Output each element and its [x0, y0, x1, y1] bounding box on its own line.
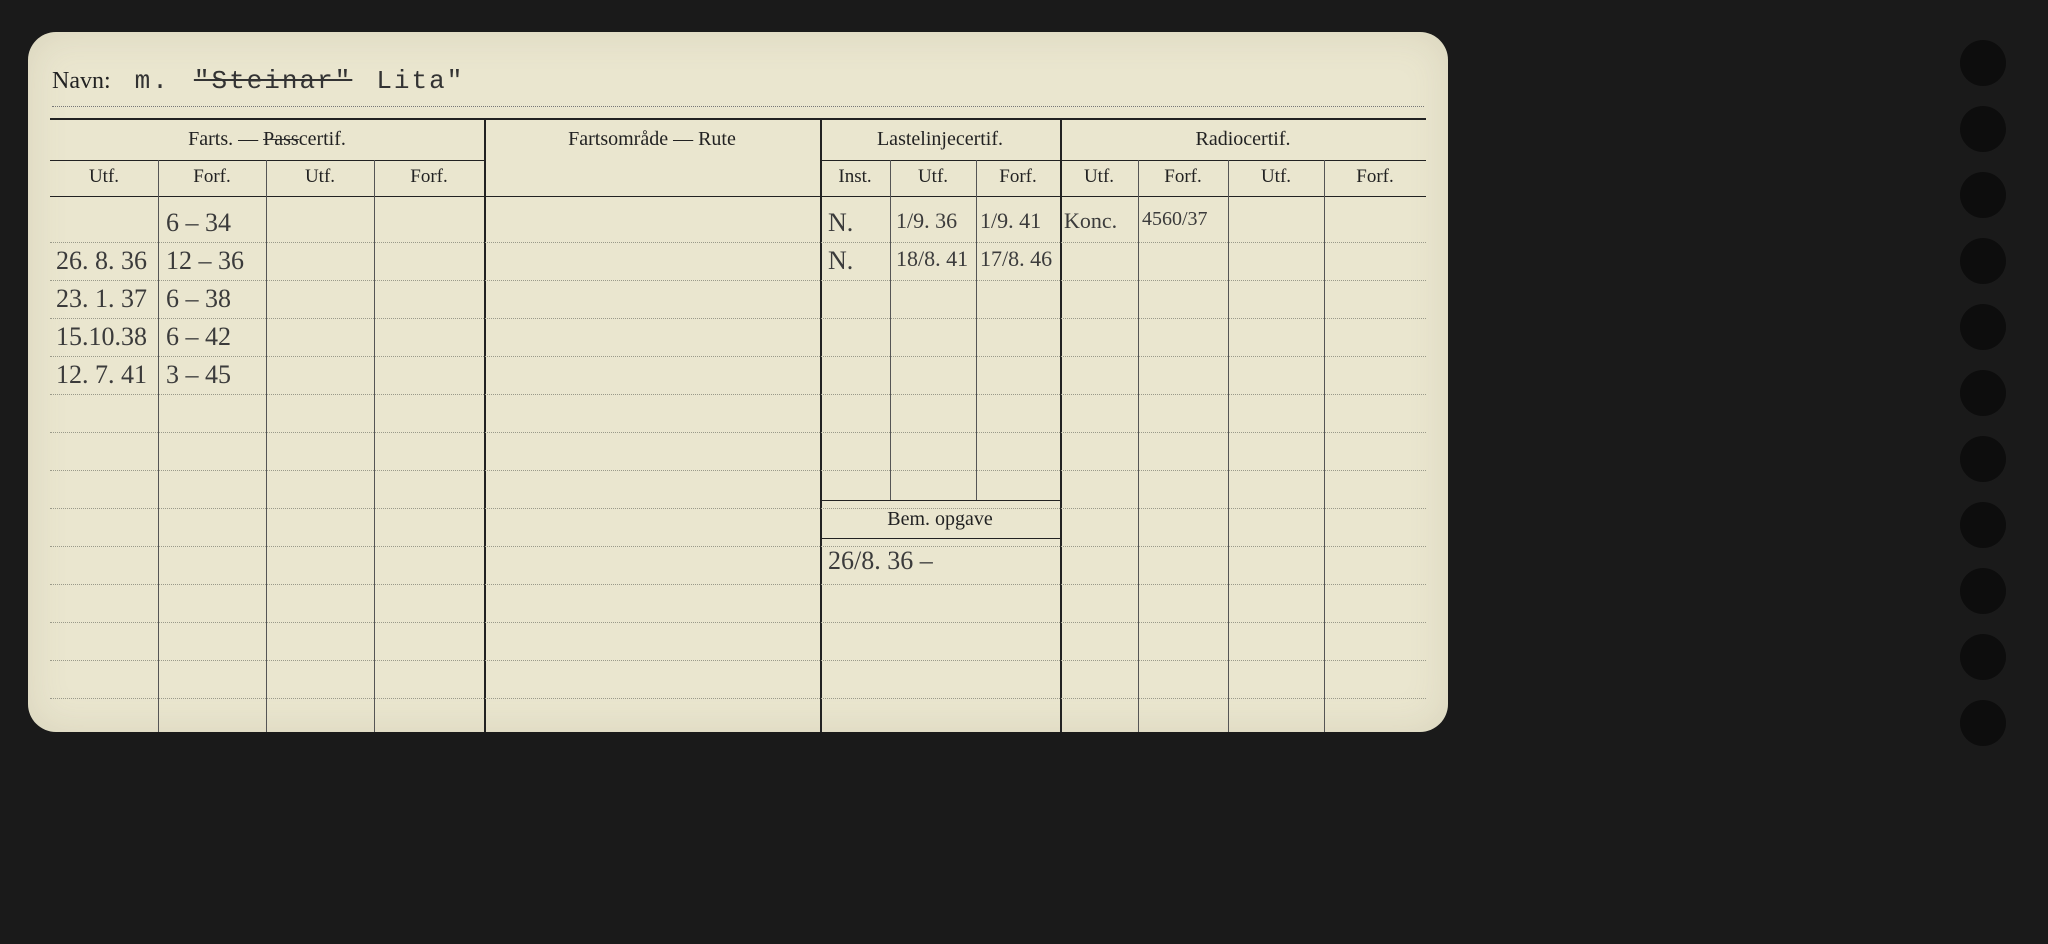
body-row-rule	[50, 280, 1426, 281]
punch-hole	[1960, 238, 2006, 284]
farts-utf1-4: 12. 7. 41	[56, 360, 147, 390]
bem-bottom-rule	[820, 538, 1060, 539]
vline	[976, 160, 977, 500]
colrule-radio	[1060, 196, 1426, 197]
col-lforf: Forf.	[976, 166, 1060, 188]
vline	[374, 160, 375, 732]
col-utf2: Utf.	[266, 166, 374, 188]
col-rutf1: Utf.	[1060, 166, 1138, 188]
navn-row: Navn: m. "Steinar" Lita"	[52, 66, 1424, 107]
punch-hole	[1960, 634, 2006, 680]
colrule-rute	[484, 196, 820, 197]
body-row-rule	[50, 508, 1426, 509]
vline	[484, 120, 486, 732]
col-inst: Inst.	[820, 166, 890, 188]
body-row-rule	[50, 318, 1426, 319]
index-card: Navn: m. "Steinar" Lita" Farts. — Passce…	[28, 32, 1448, 732]
farts-utf1-2: 23. 1. 37	[56, 284, 147, 314]
punch-hole	[1960, 568, 2006, 614]
vline	[1060, 120, 1062, 732]
punch-hole	[1960, 502, 2006, 548]
body-row-rule	[50, 356, 1426, 357]
farts-forf1-3: 6 – 42	[166, 322, 231, 352]
col-forf1: Forf.	[158, 166, 266, 188]
body-row-rule	[50, 394, 1426, 395]
punch-hole	[1960, 40, 2006, 86]
navn-value: Lita"	[376, 66, 464, 96]
laste-forf-1: 17/8. 46	[980, 246, 1052, 272]
body-row-rule	[50, 698, 1426, 699]
section-farts-title: Farts. — Passcertif.	[50, 128, 484, 151]
punch-hole	[1960, 304, 2006, 350]
punch-hole	[1960, 436, 2006, 482]
vline	[820, 120, 822, 732]
vline	[266, 160, 267, 732]
body-row-rule	[50, 546, 1426, 547]
vline	[1138, 160, 1139, 732]
navn-label: Navn:	[52, 68, 111, 94]
sub-rule-farts	[50, 160, 484, 161]
radio-utf-0: Konc.	[1064, 208, 1117, 234]
punch-hole	[1960, 700, 2006, 746]
radio-forf-0: 4560/37	[1142, 208, 1208, 231]
farts-utf1-3: 15.10.38	[56, 322, 147, 352]
sub-rule-radio	[1060, 160, 1426, 161]
laste-forf-0: 1/9. 41	[980, 208, 1041, 234]
main-rule	[50, 118, 1426, 120]
navn-prefix: m.	[135, 66, 170, 96]
punch-hole	[1960, 370, 2006, 416]
vline	[890, 160, 891, 500]
bem-top-rule	[820, 500, 1060, 501]
farts-forf1-0: 6 – 34	[166, 208, 231, 238]
col-lutf: Utf.	[890, 166, 976, 188]
col-rforf1: Forf.	[1138, 166, 1228, 188]
bem-row-0: 26/8. 36 –	[828, 546, 933, 576]
body-row-rule	[50, 242, 1426, 243]
vline	[1324, 160, 1325, 732]
section-radio-title: Radiocertif.	[1060, 128, 1426, 151]
navn-old-name: "Steinar"	[194, 66, 352, 96]
bem-title: Bem. opgave	[820, 508, 1060, 531]
colrule-laste	[820, 196, 1060, 197]
col-rutf2: Utf.	[1228, 166, 1324, 188]
sub-rule-laste	[820, 160, 1060, 161]
farts-utf1-1: 26. 8. 36	[56, 246, 147, 276]
section-rute-title: Fartsområde — Rute	[484, 128, 820, 151]
colrule-farts	[50, 196, 484, 197]
farts-title-1: Farts. —	[188, 128, 263, 150]
col-utf1: Utf.	[50, 166, 158, 188]
body-row-rule	[50, 470, 1426, 471]
farts-forf1-1: 12 – 36	[166, 246, 244, 276]
body-row-rule	[50, 622, 1426, 623]
farts-title-strike: Pass	[263, 128, 299, 150]
farts-forf1-4: 3 – 45	[166, 360, 231, 390]
vline	[158, 160, 159, 732]
laste-inst-1: N.	[828, 246, 853, 276]
farts-forf1-2: 6 – 38	[166, 284, 231, 314]
laste-inst-0: N.	[828, 208, 853, 238]
section-laste-title: Lastelinjecertif.	[820, 128, 1060, 151]
punch-hole	[1960, 106, 2006, 152]
body-row-rule	[50, 432, 1426, 433]
punch-hole	[1960, 172, 2006, 218]
col-rforf2: Forf.	[1324, 166, 1426, 188]
body-row-rule	[50, 584, 1426, 585]
laste-utf-0: 1/9. 36	[896, 208, 957, 234]
body-row-rule	[50, 660, 1426, 661]
laste-utf-1: 18/8. 41	[896, 246, 968, 272]
col-forf2: Forf.	[374, 166, 484, 188]
farts-title-3: certif.	[299, 128, 346, 150]
vline	[1228, 160, 1229, 732]
punch-holes	[1948, 40, 2018, 720]
